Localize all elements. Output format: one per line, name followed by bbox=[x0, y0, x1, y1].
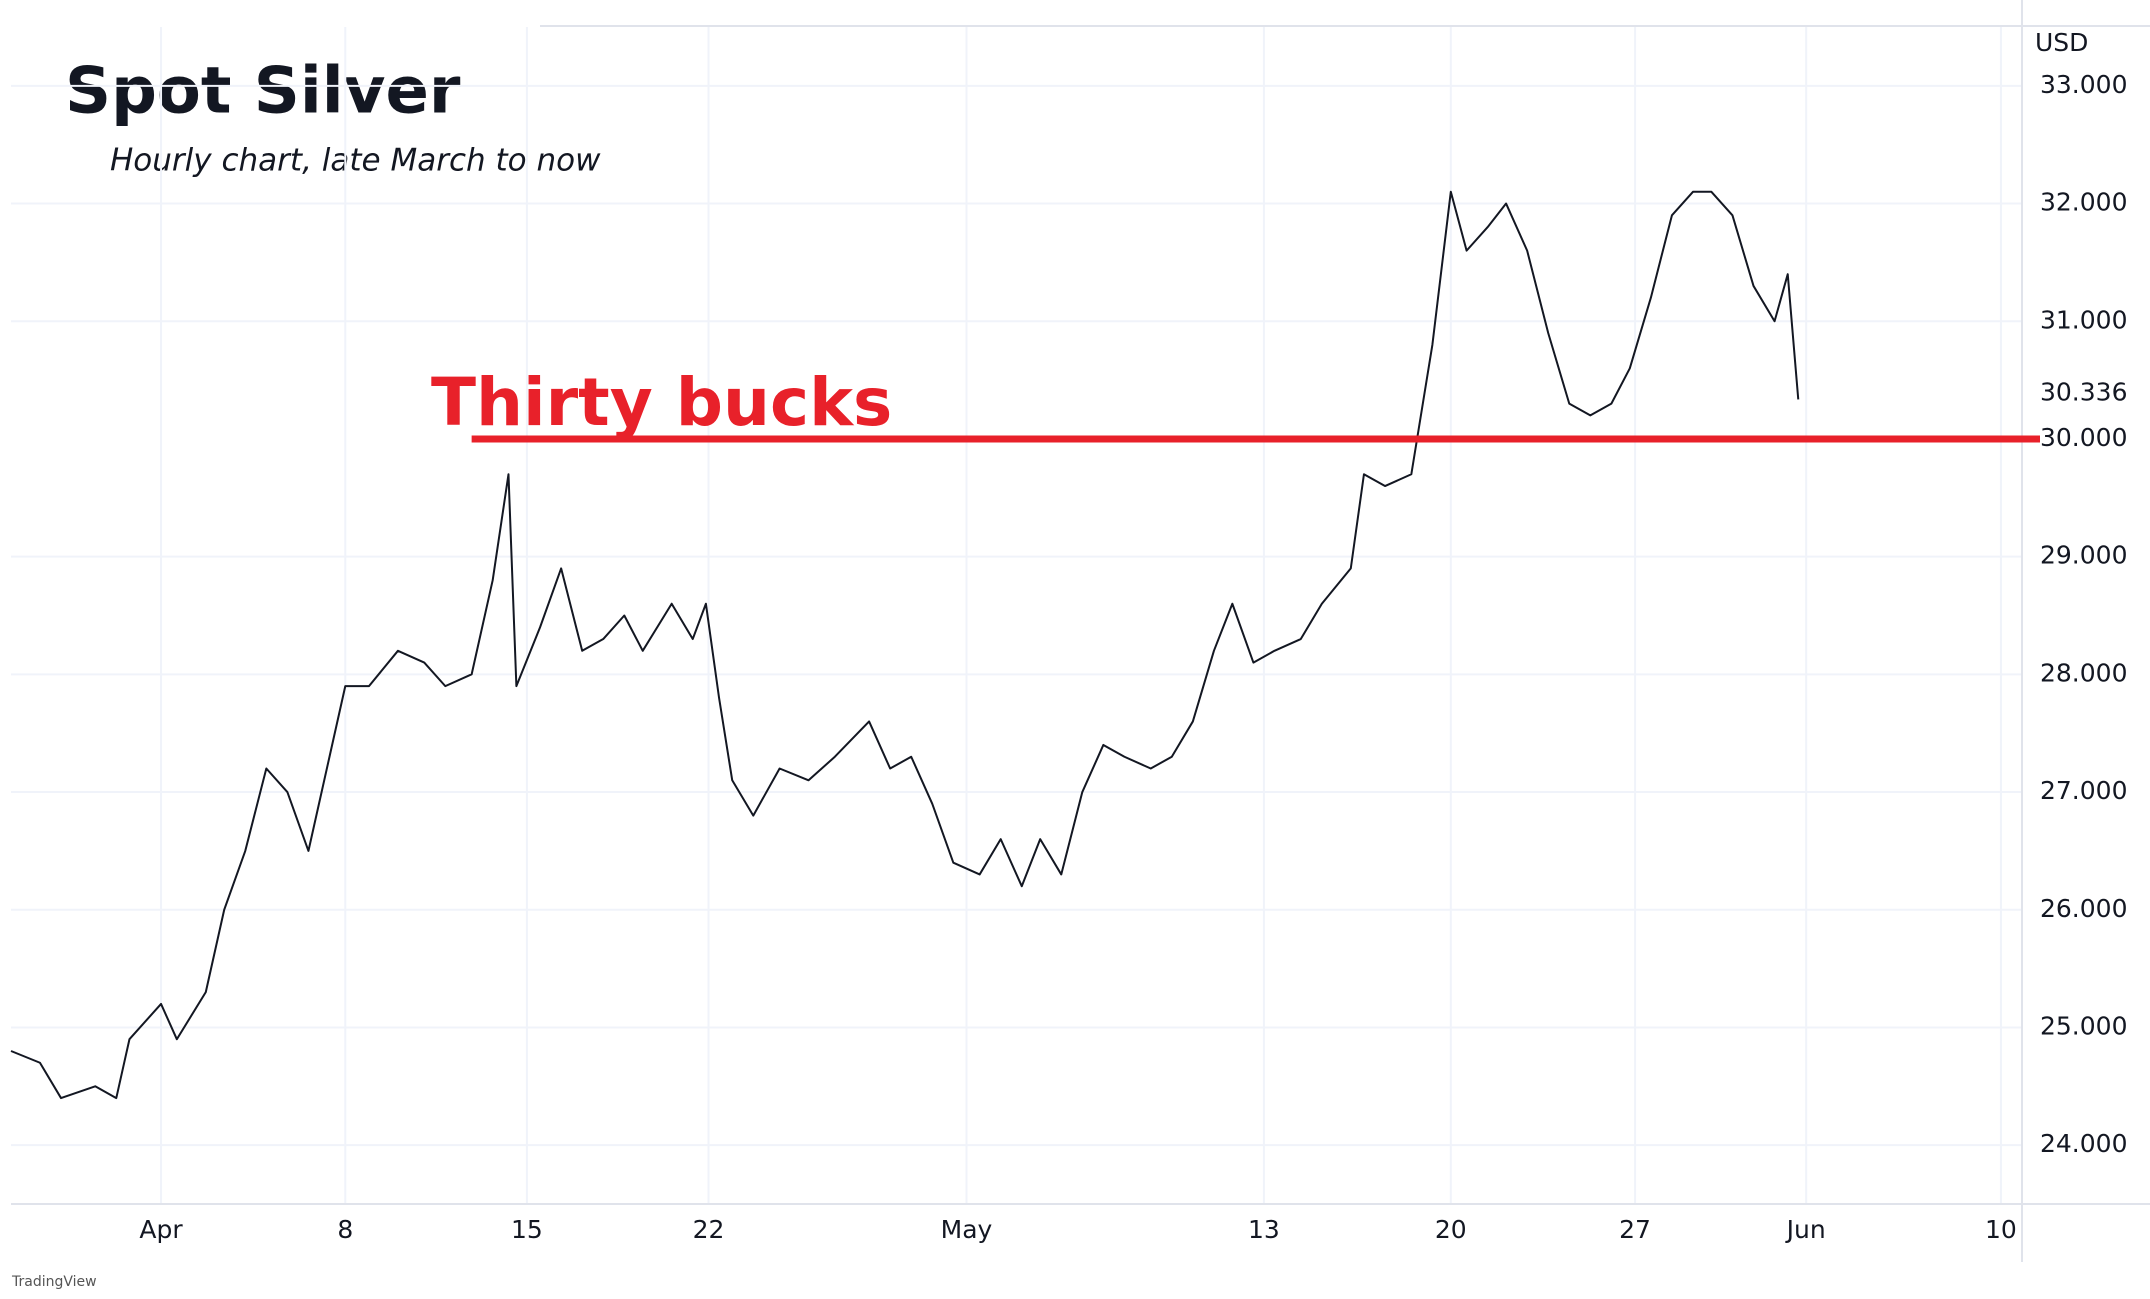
y-tick-label: 27.000 bbox=[2040, 776, 2127, 805]
x-tick-label: Jun bbox=[1785, 1215, 1826, 1244]
chart-title: Spot Silver bbox=[65, 55, 461, 129]
last-price-label: 30.336 bbox=[2040, 377, 2127, 406]
y-tick-label: 25.000 bbox=[2040, 1011, 2127, 1040]
x-tick-label: 22 bbox=[693, 1215, 725, 1244]
y-tick-label: 33.000 bbox=[2040, 70, 2127, 99]
y-tick-label: 26.000 bbox=[2040, 894, 2127, 923]
source-logo: TradingView bbox=[11, 1274, 97, 1290]
threshold-value: 30.000 bbox=[2040, 423, 2127, 452]
y-tick-label: 32.000 bbox=[2040, 188, 2127, 217]
x-tick-label: 8 bbox=[337, 1215, 353, 1244]
x-tick-label: 13 bbox=[1248, 1215, 1280, 1244]
y-tick-label: 29.000 bbox=[2040, 541, 2127, 570]
chart-subtitle: Hourly chart, late March to now bbox=[110, 143, 601, 179]
y-tick-label: 28.000 bbox=[2040, 658, 2127, 687]
price-line bbox=[10, 190, 1800, 1100]
x-tick-label: Apr bbox=[139, 1215, 183, 1244]
x-tick-label: 27 bbox=[1619, 1215, 1651, 1244]
x-tick-label: 20 bbox=[1435, 1215, 1467, 1244]
currency-label: USD bbox=[2035, 28, 2088, 57]
threshold-label: Thirty bucks bbox=[431, 364, 892, 441]
x-tick-label: 15 bbox=[511, 1215, 543, 1244]
y-tick-label: 31.000 bbox=[2040, 305, 2127, 334]
x-tick-label: 10 bbox=[1985, 1215, 2017, 1244]
y-tick-label: 24.000 bbox=[2040, 1129, 2127, 1158]
x-tick-label: May bbox=[941, 1215, 993, 1244]
